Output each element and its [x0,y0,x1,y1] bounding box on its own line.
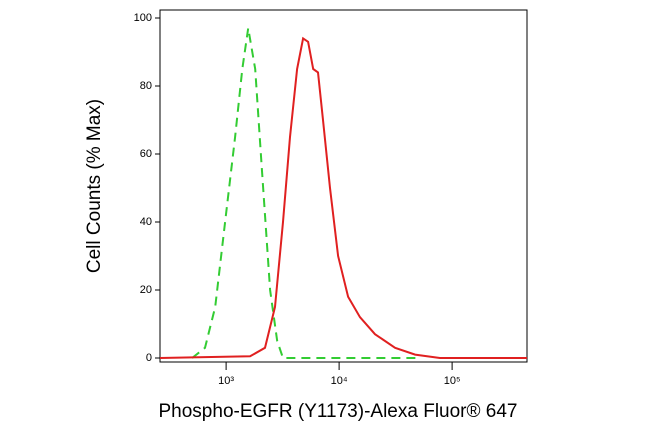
y-tick-label: 20 [140,284,152,296]
y-tick-label: 0 [146,352,152,364]
y-tick-label: 100 [134,12,152,24]
plot-frame [159,9,528,363]
x-axis-label: Phospho-EGFR (Y1173)-Alexa Fluor® 647 [159,401,518,422]
x-tick-label: 10⁵ [444,375,461,387]
y-axis-label: Cell Counts (% Max) [84,99,105,273]
x-tick-label: 10³ [218,375,234,387]
x-tick-label: 10⁴ [331,375,348,387]
series-line [191,28,419,359]
y-tick-label: 80 [140,80,152,92]
y-tick-label: 60 [140,148,152,160]
y-tick-label: 40 [140,216,152,228]
series-line [159,36,527,359]
